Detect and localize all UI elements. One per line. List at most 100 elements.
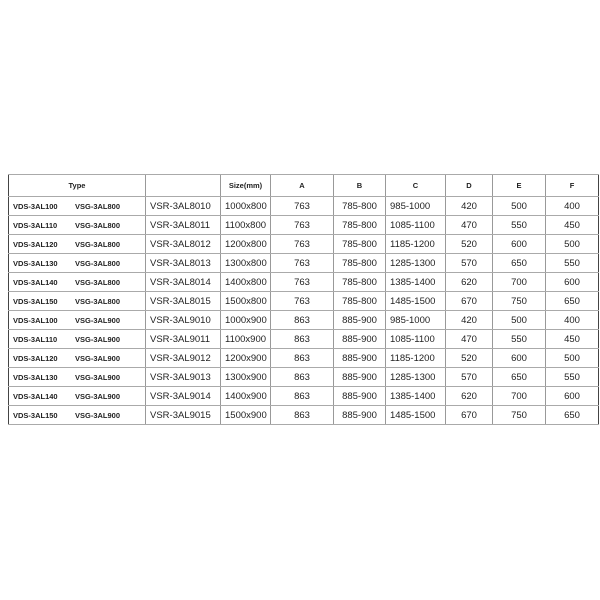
cell-e: 750 [492, 291, 546, 311]
cell-c: 1185-1200 [385, 348, 446, 368]
door-type: VDS-3AL130 [13, 258, 58, 268]
table-row: VDS-3AL120 VSG-3AL900 VSR-3AL9012 1200x900 8… [8, 348, 599, 368]
header-e: E [492, 174, 546, 197]
glass-type: VSG-3AL900 [75, 410, 121, 420]
header-row: Type Size(mm) A B C D E F [8, 174, 599, 197]
cell-a: 863 [270, 348, 334, 368]
cell-c: 1385-1400 [385, 386, 446, 406]
glass-type: VSG-3AL900 [75, 391, 121, 401]
cell-d: 570 [445, 253, 493, 273]
cell-size: 1400x800 [220, 272, 271, 292]
cell-b: 785-800 [333, 215, 386, 235]
door-type: VDS-3AL150 [13, 296, 58, 306]
header-d: D [445, 174, 493, 197]
cell-d: 620 [445, 272, 493, 292]
cell-e: 600 [492, 234, 546, 254]
cell-d: 470 [445, 215, 493, 235]
cell-c: 1285-1300 [385, 253, 446, 273]
table-row: VDS-3AL130 VSG-3AL900 VSR-3AL9013 1300x900 8… [8, 367, 599, 387]
cell-size: 1000x800 [220, 196, 271, 216]
cell-f: 550 [545, 253, 599, 273]
cell-c: 1485-1500 [385, 405, 446, 425]
cell-type: VDS-3AL120 VSG-3AL800 [8, 234, 146, 254]
door-type: VDS-3AL110 [13, 220, 58, 230]
cell-type: VDS-3AL100 VSG-3AL800 [8, 196, 146, 216]
cell-d: 420 [445, 196, 493, 216]
glass-type: VSG-3AL900 [75, 315, 121, 325]
cell-b: 885-900 [333, 386, 386, 406]
cell-d: 520 [445, 348, 493, 368]
cell-b: 885-900 [333, 329, 386, 349]
cell-d: 670 [445, 405, 493, 425]
door-type: VDS-3AL100 [13, 201, 58, 211]
cell-type: VDS-3AL150 VSG-3AL800 [8, 291, 146, 311]
cell-a: 763 [270, 215, 334, 235]
cell-a: 863 [270, 367, 334, 387]
cell-f: 650 [545, 291, 599, 311]
cell-f: 650 [545, 405, 599, 425]
glass-type: VSG-3AL800 [75, 258, 121, 268]
header-model [145, 174, 221, 197]
cell-c: 1085-1100 [385, 329, 446, 349]
cell-b: 785-800 [333, 253, 386, 273]
cell-f: 500 [545, 234, 599, 254]
table-row: VDS-3AL110 VSG-3AL800 VSR-3AL8011 1100x800 7… [8, 215, 599, 235]
cell-f: 450 [545, 215, 599, 235]
door-type: VDS-3AL120 [13, 239, 58, 249]
header-size: Size(mm) [220, 174, 271, 197]
cell-d: 420 [445, 310, 493, 330]
cell-type: VDS-3AL120 VSG-3AL900 [8, 348, 146, 368]
header-c: C [385, 174, 446, 197]
cell-type: VDS-3AL130 VSG-3AL900 [8, 367, 146, 387]
cell-d: 570 [445, 367, 493, 387]
cell-type: VDS-3AL100 VSG-3AL900 [8, 310, 146, 330]
table-row: VDS-3AL100 VSG-3AL900 VSR-3AL9010 1000x900 8… [8, 310, 599, 330]
cell-model: VSR-3AL8015 [145, 291, 221, 311]
cell-d: 620 [445, 386, 493, 406]
glass-type: VSG-3AL800 [75, 220, 121, 230]
cell-size: 1200x800 [220, 234, 271, 254]
cell-model: VSR-3AL9012 [145, 348, 221, 368]
cell-a: 863 [270, 386, 334, 406]
door-type: VDS-3AL130 [13, 372, 58, 382]
cell-d: 670 [445, 291, 493, 311]
cell-a: 763 [270, 196, 334, 216]
cell-b: 885-900 [333, 348, 386, 368]
table-row: VDS-3AL150 VSG-3AL900 VSR-3AL9015 1500x900 8… [8, 405, 599, 425]
cell-a: 863 [270, 310, 334, 330]
cell-d: 470 [445, 329, 493, 349]
cell-model: VSR-3AL8010 [145, 196, 221, 216]
header-b: B [333, 174, 386, 197]
cell-f: 550 [545, 367, 599, 387]
cell-a: 763 [270, 234, 334, 254]
door-type: VDS-3AL120 [13, 353, 58, 363]
cell-size: 1300x800 [220, 253, 271, 273]
cell-b: 785-800 [333, 196, 386, 216]
cell-type: VDS-3AL140 VSG-3AL900 [8, 386, 146, 406]
glass-type: VSG-3AL800 [75, 296, 121, 306]
cell-type: VDS-3AL110 VSG-3AL900 [8, 329, 146, 349]
cell-b: 885-900 [333, 405, 386, 425]
table-row: VDS-3AL140 VSG-3AL800 VSR-3AL8014 1400x800 7… [8, 272, 599, 292]
cell-a: 763 [270, 291, 334, 311]
cell-model: VSR-3AL9010 [145, 310, 221, 330]
cell-c: 985-1000 [385, 196, 446, 216]
glass-type: VSG-3AL800 [75, 239, 121, 249]
table-row: VDS-3AL130 VSG-3AL800 VSR-3AL8013 1300x800 7… [8, 253, 599, 273]
cell-e: 700 [492, 272, 546, 292]
cell-size: 1200x900 [220, 348, 271, 368]
cell-b: 785-800 [333, 291, 386, 311]
cell-e: 650 [492, 253, 546, 273]
cell-b: 885-900 [333, 310, 386, 330]
cell-e: 650 [492, 367, 546, 387]
cell-size: 1500x800 [220, 291, 271, 311]
table-row: VDS-3AL140 VSG-3AL900 VSR-3AL9014 1400x900 8… [8, 386, 599, 406]
cell-c: 1485-1500 [385, 291, 446, 311]
cell-size: 1400x900 [220, 386, 271, 406]
cell-e: 550 [492, 329, 546, 349]
cell-f: 450 [545, 329, 599, 349]
cell-size: 1500x900 [220, 405, 271, 425]
cell-size: 1300x900 [220, 367, 271, 387]
door-type: VDS-3AL140 [13, 391, 58, 401]
cell-size: 1100x900 [220, 329, 271, 349]
